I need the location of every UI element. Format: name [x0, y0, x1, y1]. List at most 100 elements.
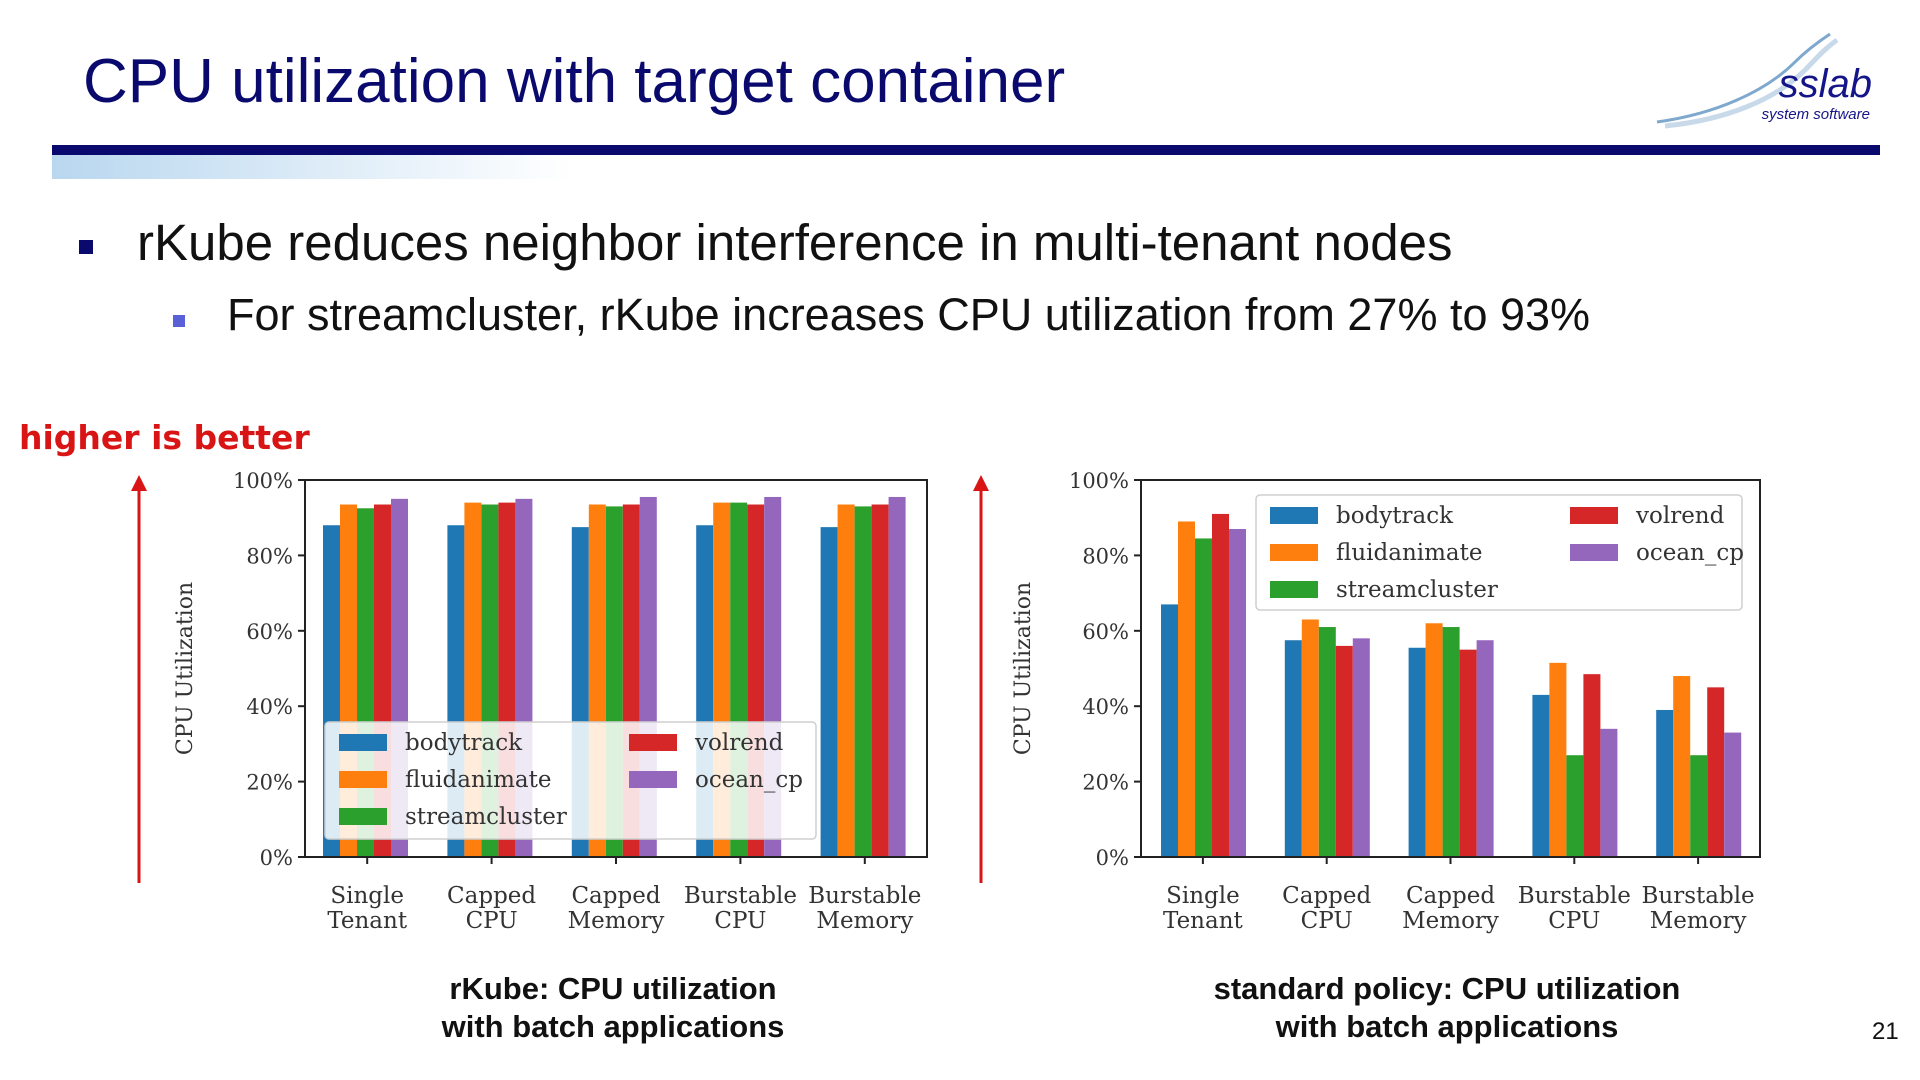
legend-label-volrend: volrend — [1635, 503, 1725, 529]
bar-volrend — [871, 504, 889, 857]
bar-bodytrack — [1532, 694, 1550, 857]
legend-swatch-ocean_cp — [629, 771, 677, 788]
bar-fluidanimate — [1549, 662, 1567, 857]
bar-fluidanimate — [1673, 676, 1691, 857]
caption-right-line2: with batch applications — [1275, 1009, 1619, 1044]
title-rule-fade — [52, 155, 572, 179]
x-tick-label: CPU — [1301, 908, 1353, 934]
x-tick-label: Memory — [1402, 908, 1499, 934]
x-tick-label: Memory — [816, 908, 913, 934]
legend-swatch-streamcluster — [1270, 581, 1318, 598]
bullet-main-text: rKube reduces neighbor interference in m… — [137, 214, 1453, 271]
y-tick-label: 80% — [246, 544, 293, 568]
bar-volrend — [1583, 674, 1601, 857]
legend-swatch-fluidanimate — [339, 771, 387, 788]
bar-fluidanimate — [837, 504, 855, 857]
legend-swatch-ocean_cp — [1570, 544, 1618, 561]
y-tick-label: 80% — [1082, 544, 1129, 568]
bar-ocean_cp — [1476, 640, 1494, 857]
bar-ocean_cp — [888, 496, 906, 857]
legend-label-bodytrack: bodytrack — [1336, 503, 1454, 529]
bar-bodytrack — [820, 527, 838, 857]
x-tick-label: Tenant — [1163, 908, 1244, 934]
x-tick-label: Memory — [1650, 908, 1747, 934]
bar-streamcluster — [1566, 755, 1584, 857]
bar-streamcluster — [1442, 627, 1460, 857]
x-tick-label: CPU — [466, 908, 518, 934]
x-tick-label: Capped — [447, 883, 536, 909]
legend-label-fluidanimate: fluidanimate — [1336, 540, 1483, 566]
legend-box — [1255, 494, 1743, 611]
caption-left: rKube: CPU utilization with batch applic… — [333, 970, 893, 1046]
legend-swatch-bodytrack — [339, 734, 387, 751]
bar-streamcluster — [854, 506, 872, 857]
legend-swatch-bodytrack — [1270, 507, 1318, 524]
legend-label-streamcluster: streamcluster — [405, 804, 567, 830]
y-tick-label: 20% — [246, 771, 293, 795]
legend-label-ocean_cp: ocean_cp — [695, 767, 803, 793]
x-tick-label: Capped — [571, 883, 660, 909]
y-axis-label: CPU Utilization — [1011, 582, 1036, 755]
sslab-logo: sslab system software — [1655, 22, 1890, 134]
bar-ocean_cp — [1229, 529, 1246, 857]
bar-streamcluster — [1318, 627, 1336, 857]
legend-label-ocean_cp: ocean_cp — [1636, 540, 1744, 566]
slide-title: CPU utilization with target container — [83, 47, 1066, 116]
x-tick-label: Memory — [568, 908, 665, 934]
x-tick-label: Burstable — [1518, 883, 1631, 909]
y-tick-label: 40% — [246, 695, 293, 719]
bar-bodytrack — [1656, 709, 1674, 857]
bar-volrend — [1212, 513, 1229, 857]
x-tick-label: Capped — [1406, 883, 1495, 909]
bar-streamcluster — [1690, 755, 1708, 857]
y-tick-label: 20% — [1082, 771, 1129, 795]
x-tick-label: CPU — [714, 908, 766, 934]
y-tick-label: 40% — [1082, 695, 1129, 719]
title-rule — [52, 145, 1880, 155]
bar-bodytrack — [1161, 604, 1178, 857]
x-tick-label: Single — [1166, 883, 1240, 909]
caption-left-line2: with batch applications — [441, 1009, 785, 1044]
caption-left-line1: rKube: CPU utilization — [449, 971, 777, 1006]
legend-label-fluidanimate: fluidanimate — [405, 767, 552, 793]
bar-bodytrack — [1284, 640, 1302, 857]
legend-swatch-fluidanimate — [1270, 544, 1318, 561]
legend-label-bodytrack: bodytrack — [405, 730, 523, 756]
bar-volrend — [1335, 645, 1353, 857]
legend-swatch-volrend — [1570, 507, 1618, 524]
bar-volrend — [1459, 649, 1477, 857]
up-arrow-icon — [973, 475, 989, 883]
y-tick-label: 100% — [1069, 469, 1129, 493]
bar-bodytrack — [1408, 647, 1426, 857]
x-tick-label: Tenant — [327, 908, 408, 934]
legend-swatch-volrend — [629, 734, 677, 751]
y-tick-label: 0% — [260, 846, 293, 870]
bullet-marker — [79, 240, 93, 254]
logo-subtitle: system software — [1761, 106, 1870, 123]
x-tick-label: Single — [330, 883, 404, 909]
chart-standard-policy: 0%20%40%60%80%100%SingleTenantCappedCPUC… — [1011, 469, 1761, 934]
bullet-sub-text: For streamcluster, rKube increases CPU u… — [227, 289, 1591, 340]
bar-ocean_cp — [1724, 732, 1742, 857]
y-tick-label: 100% — [233, 469, 293, 493]
logo-name: sslab — [1778, 62, 1872, 106]
bar-ocean_cp — [1600, 728, 1618, 857]
legend-swatch-streamcluster — [339, 808, 387, 825]
caption-right: standard policy: CPU utilization with ba… — [1167, 970, 1727, 1046]
x-tick-label: CPU — [1548, 908, 1600, 934]
bar-volrend — [1707, 687, 1725, 857]
page-number: 21 — [1872, 1018, 1899, 1045]
y-tick-label: 0% — [1096, 846, 1129, 870]
bar-fluidanimate — [1425, 623, 1443, 857]
higher-is-better-label: higher is better — [19, 418, 310, 457]
up-arrow-icon — [131, 475, 147, 883]
x-tick-label: Capped — [1282, 883, 1371, 909]
caption-right-line1: standard policy: CPU utilization — [1213, 971, 1681, 1006]
bar-streamcluster — [1195, 538, 1212, 857]
legend-label-volrend: volrend — [694, 730, 784, 756]
bar-fluidanimate — [1301, 619, 1319, 857]
legend-box — [324, 721, 817, 840]
x-tick-label: Burstable — [684, 883, 797, 909]
x-tick-label: Burstable — [808, 883, 921, 909]
bar-fluidanimate — [1178, 521, 1195, 857]
